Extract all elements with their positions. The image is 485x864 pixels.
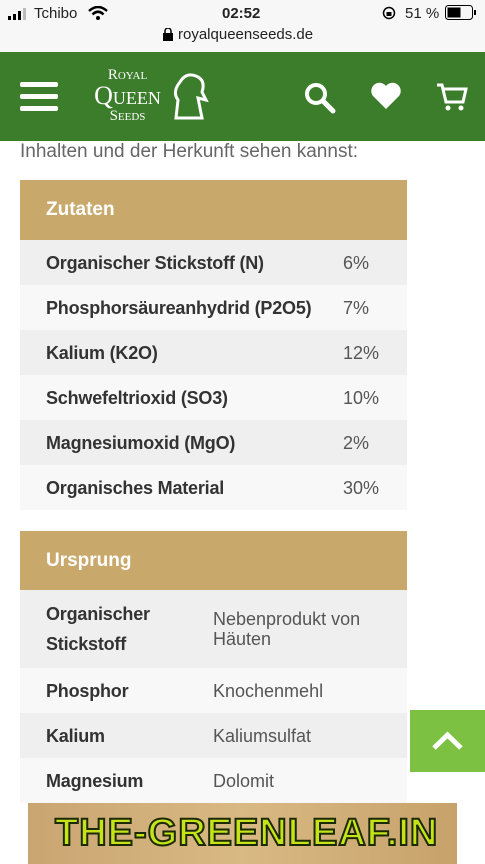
row-value: 6% bbox=[343, 252, 370, 273]
logo-line: Queen bbox=[94, 81, 161, 110]
row-value: 10% bbox=[343, 387, 380, 408]
table-row: Phosphor Knochenmehl bbox=[20, 668, 407, 713]
logo-line: Seeds bbox=[109, 108, 146, 124]
table-row: Organischer Stickstoff Nebenprodukt von H… bbox=[20, 590, 407, 668]
back-to-top-button[interactable] bbox=[410, 710, 485, 772]
product-image bbox=[28, 803, 457, 864]
watermark: THE-GREENLEAF.IN bbox=[54, 811, 439, 855]
table-row: Magnesium Dolomit bbox=[20, 758, 407, 803]
battery-icon bbox=[445, 5, 476, 20]
row-value: Kaliumsulfat bbox=[213, 725, 312, 746]
chevron-up-icon bbox=[432, 731, 463, 750]
url[interactable]: royalqueenseeds.de bbox=[178, 26, 314, 43]
row-value: 7% bbox=[343, 297, 370, 318]
table-header: Zutaten bbox=[20, 180, 407, 240]
table-header: Ursprung bbox=[20, 531, 407, 590]
time: 02:52 bbox=[222, 5, 261, 22]
row-label: Organischer Stickstoff bbox=[46, 604, 150, 654]
row-label: Magnesium bbox=[46, 770, 144, 791]
logo-line: Royal bbox=[107, 67, 148, 83]
lock-rotation-icon bbox=[382, 6, 396, 20]
row-value: Dolomit bbox=[213, 770, 275, 791]
status-bar: Tchibo 02:52 51 % royalqueenseeds.de bbox=[0, 0, 485, 52]
table-row: Kalium Kaliumsulfat bbox=[20, 713, 407, 758]
row-label: Magnesiumoxid (MgO) bbox=[46, 432, 236, 453]
row-value: 30% bbox=[343, 477, 380, 498]
row-label: Organisches Material bbox=[46, 477, 225, 498]
row-value: Knochenmehl bbox=[213, 680, 324, 701]
row-value: 2% bbox=[343, 432, 370, 453]
row-label: Schwefeltrioxid (SO3) bbox=[46, 387, 228, 408]
lock-icon bbox=[163, 28, 173, 41]
row-value: 12% bbox=[343, 342, 380, 363]
battery-text: 51 % bbox=[405, 5, 440, 22]
intro-text: Inhalten und der Herkunft sehen kannst: bbox=[20, 141, 359, 162]
table-row: Schwefeltrioxid (SO3) 10% bbox=[20, 375, 407, 420]
row-label: Kalium bbox=[46, 725, 105, 746]
logo[interactable]: Royal Queen Seeds bbox=[80, 68, 175, 124]
table-row: Kalium (K2O) 12% bbox=[20, 330, 407, 375]
cart-button[interactable] bbox=[436, 82, 468, 112]
wifi-icon bbox=[88, 6, 108, 20]
search-button[interactable] bbox=[304, 82, 336, 114]
table-row: Organisches Material 30% bbox=[20, 465, 407, 510]
row-label: Kalium (K2O) bbox=[46, 342, 158, 363]
row-label: Phosphorsäureanhydrid (P2O5) bbox=[46, 297, 312, 318]
wishlist-button[interactable] bbox=[370, 82, 402, 110]
table-row: Phosphorsäureanhydrid (P2O5) 7% bbox=[20, 285, 407, 330]
row-label: Organischer Stickstoff (N) bbox=[46, 252, 264, 273]
lion-icon bbox=[173, 73, 209, 120]
table-row: Organischer Stickstoff (N) 6% bbox=[20, 240, 407, 285]
site-header: Royal Queen Seeds bbox=[0, 52, 485, 141]
table-row: Magnesiumoxid (MgO) 2% bbox=[20, 420, 407, 465]
menu-button[interactable] bbox=[20, 82, 60, 112]
row-label: Phosphor bbox=[46, 680, 129, 701]
carrier: Tchibo bbox=[34, 5, 78, 22]
row-value: Nebenprodukt von Häuten bbox=[213, 609, 361, 649]
signal-icon bbox=[8, 8, 26, 20]
